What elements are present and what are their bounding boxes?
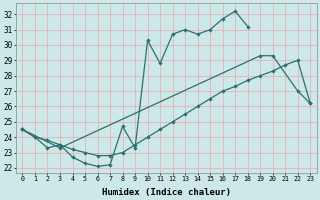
X-axis label: Humidex (Indice chaleur): Humidex (Indice chaleur) [102, 188, 231, 197]
